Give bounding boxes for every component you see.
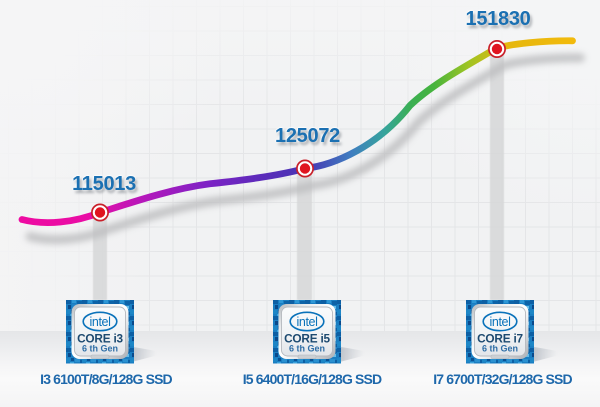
svg-text:6 th Gen: 6 th Gen <box>288 344 324 354</box>
svg-text:6 th Gen: 6 th Gen <box>81 344 117 354</box>
svg-text:intel: intel <box>296 315 317 329</box>
svg-text:intel: intel <box>489 315 510 329</box>
svg-text:intel: intel <box>89 315 110 329</box>
svg-text:CORE i3: CORE i3 <box>77 332 123 346</box>
svg-text:CORE i7: CORE i7 <box>477 332 523 346</box>
svg-text:CORE i5: CORE i5 <box>284 332 330 346</box>
svg-text:6 th Gen: 6 th Gen <box>481 344 517 354</box>
